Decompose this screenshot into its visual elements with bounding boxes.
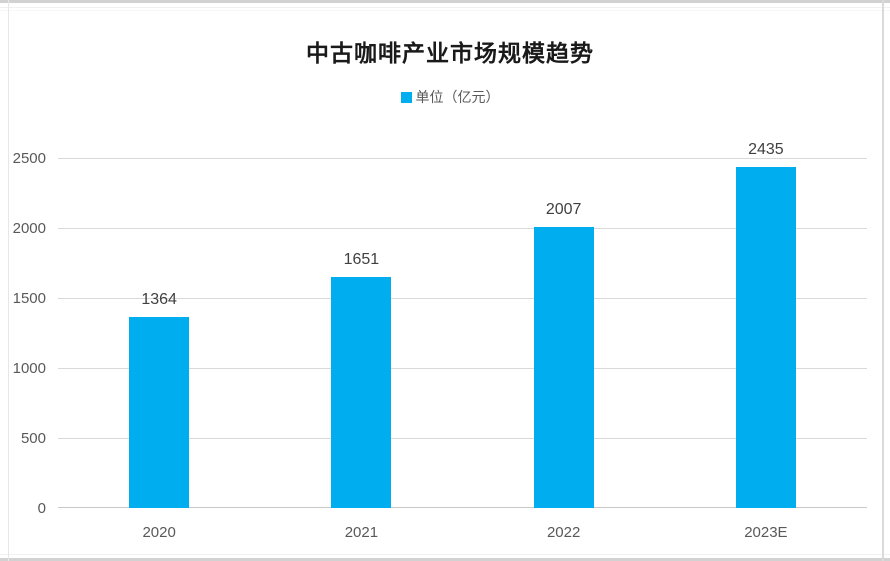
x-tick-label: 2021 bbox=[344, 524, 379, 541]
frame-border-right bbox=[882, 0, 884, 561]
bar-value-label: 1364 bbox=[141, 291, 177, 308]
y-axis-ticks: 0 500 1000 1500 2000 2500 bbox=[0, 0, 46, 561]
frame-border-bottom bbox=[0, 558, 890, 561]
plot-area: 1364 1651 2007 2435 bbox=[58, 141, 867, 508]
chart-title: 中古咖啡产业市场规模趋势 bbox=[306, 40, 594, 66]
bar-value-label: 1651 bbox=[343, 251, 380, 268]
frame-border-top bbox=[0, 0, 890, 3]
gridline bbox=[58, 438, 867, 439]
frame-border-left bbox=[8, 0, 9, 561]
bar-2021 bbox=[331, 277, 392, 508]
y-tick-label: 2000 bbox=[12, 220, 46, 237]
frame-rule-bottom bbox=[0, 554, 890, 555]
frame-rule-top-2 bbox=[0, 10, 890, 11]
gridline bbox=[58, 368, 867, 369]
bar-value-label: 2007 bbox=[545, 201, 582, 218]
frame-rule-top bbox=[0, 7, 890, 8]
gridline bbox=[58, 228, 867, 229]
y-tick-label: 1500 bbox=[12, 290, 46, 307]
bar-value-label: 2435 bbox=[748, 141, 784, 158]
x-tick-label: 2023E bbox=[744, 524, 788, 541]
x-tick-label: 2022 bbox=[546, 524, 581, 541]
y-tick-label: 2500 bbox=[12, 150, 46, 167]
bar-2020 bbox=[129, 317, 190, 508]
x-tick-label: 2020 bbox=[142, 524, 176, 541]
x-axis-line bbox=[58, 507, 867, 508]
x-axis-labels: 2020 2021 2022 2023E bbox=[58, 522, 867, 546]
legend: 单位（亿元） bbox=[40, 88, 860, 106]
legend-label: 单位（亿元） bbox=[415, 89, 500, 105]
y-tick-label: 1000 bbox=[12, 360, 46, 377]
gridline bbox=[58, 298, 867, 299]
bar-2023E bbox=[735, 167, 796, 508]
y-tick-label: 0 bbox=[37, 500, 46, 517]
bar-2022 bbox=[533, 227, 594, 508]
gridline bbox=[58, 158, 867, 159]
legend-swatch-icon bbox=[400, 92, 412, 103]
y-tick-label: 500 bbox=[20, 430, 46, 447]
